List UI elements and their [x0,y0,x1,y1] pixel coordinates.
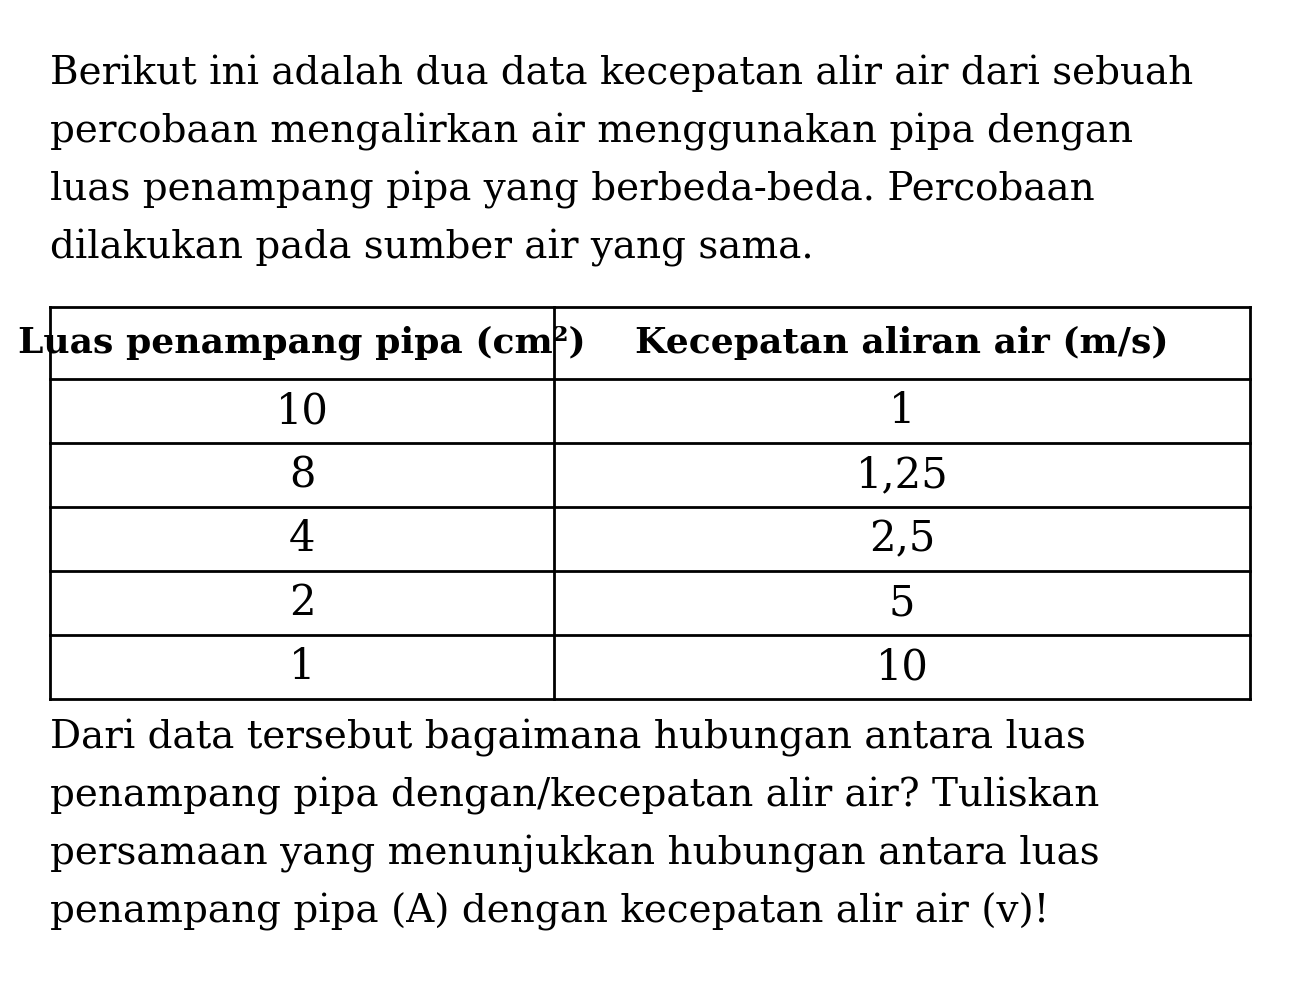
Text: Luas penampang pipa (cm²): Luas penampang pipa (cm²) [18,326,586,360]
Text: Berikut ini adalah dua data kecepatan alir air dari sebuah: Berikut ini adalah dua data kecepatan al… [49,55,1193,93]
Text: percobaan mengalirkan air menggunakan pipa dengan: percobaan mengalirkan air menggunakan pi… [49,113,1134,151]
Text: 5: 5 [889,582,915,624]
Text: 8: 8 [289,454,315,496]
Text: penampang pipa (A) dengan kecepatan alir air (v)!: penampang pipa (A) dengan kecepatan alir… [49,893,1049,931]
Text: Dari data tersebut bagaimana hubungan antara luas: Dari data tersebut bagaimana hubungan an… [49,719,1086,757]
Text: 1: 1 [889,390,915,432]
Text: 2,5: 2,5 [868,518,935,560]
Text: dilakukan pada sumber air yang sama.: dilakukan pada sumber air yang sama. [49,229,814,267]
Text: 10: 10 [876,646,928,688]
Text: 10: 10 [276,390,329,432]
Text: 1: 1 [289,646,315,688]
Text: penampang pipa dengan/kecepatan alir air? Tuliskan: penampang pipa dengan/kecepatan alir air… [49,777,1100,815]
Text: luas penampang pipa yang berbeda-beda. Percobaan: luas penampang pipa yang berbeda-beda. P… [49,171,1095,209]
Text: 4: 4 [289,518,315,560]
Text: persamaan yang menunjukkan hubungan antara luas: persamaan yang menunjukkan hubungan anta… [49,835,1100,873]
Text: 2: 2 [289,582,316,624]
Text: Kecepatan aliran air (m/s): Kecepatan aliran air (m/s) [636,326,1169,360]
Text: 1,25: 1,25 [855,454,949,496]
